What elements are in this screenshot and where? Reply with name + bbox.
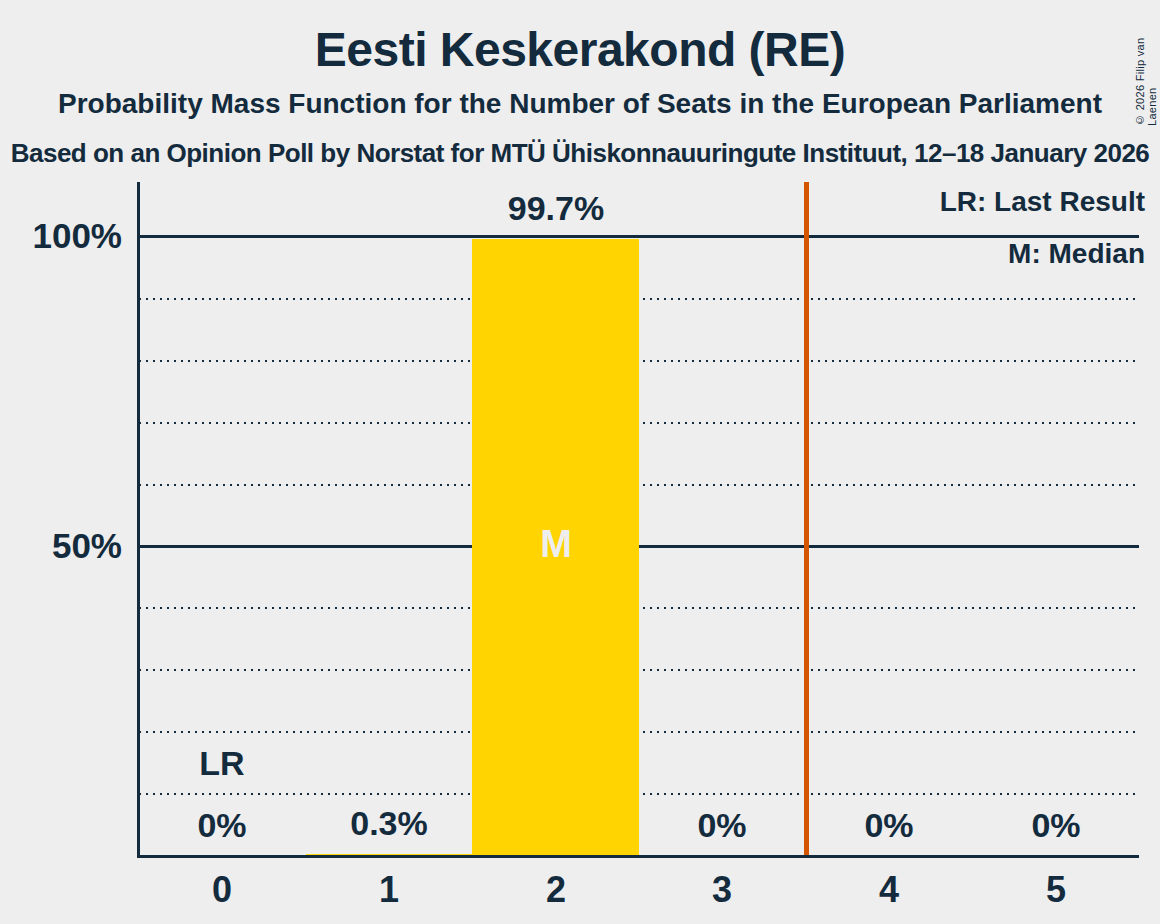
bar-value-label: 0% bbox=[799, 804, 979, 846]
gridline-dotted bbox=[139, 484, 1139, 486]
gridline-dotted bbox=[139, 298, 1139, 300]
x-tick-label: 1 bbox=[299, 870, 479, 910]
gridline-dotted bbox=[139, 360, 1139, 362]
gridline-dotted bbox=[139, 793, 1139, 795]
plot-area: 100% 50% 0% 0 0.3% 1 99.7% 2 0% 3 0% 4 0% 5 LR M bbox=[0, 0, 1160, 924]
x-tick-label: 2 bbox=[466, 870, 646, 910]
x-tick-label: 5 bbox=[966, 870, 1146, 910]
gridline-dotted bbox=[139, 731, 1139, 733]
bar-value-label: 99.7% bbox=[466, 187, 646, 229]
x-axis-line bbox=[137, 855, 1139, 858]
bar-value-label: 0% bbox=[966, 804, 1146, 846]
gridline-dotted bbox=[139, 669, 1139, 671]
last-result-marker: LR bbox=[132, 742, 312, 784]
x-tick-label: 0 bbox=[132, 870, 312, 910]
y-axis-label: 50% bbox=[0, 525, 122, 567]
gridline-solid bbox=[139, 235, 1139, 238]
median-marker: M bbox=[466, 524, 646, 564]
bar-value-label: 0.3% bbox=[299, 802, 479, 844]
bar-value-label: 0% bbox=[632, 804, 812, 846]
pmf-chart: © 2026 Filip van Laenen Eesti Keskerakon… bbox=[0, 0, 1160, 924]
threshold-line bbox=[804, 182, 809, 858]
y-axis-label: 100% bbox=[0, 215, 122, 257]
gridline-dotted bbox=[139, 422, 1139, 424]
bar-value-label: 0% bbox=[132, 804, 312, 846]
gridline-dotted bbox=[139, 607, 1139, 609]
x-tick-label: 3 bbox=[632, 870, 812, 910]
x-tick-label: 4 bbox=[799, 870, 979, 910]
